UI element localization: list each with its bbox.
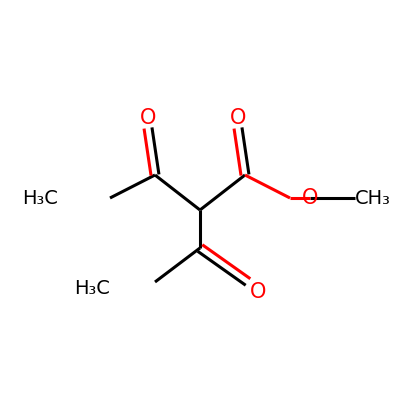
Text: O: O xyxy=(250,282,266,302)
Text: O: O xyxy=(140,108,156,128)
Text: CH₃: CH₃ xyxy=(355,188,391,208)
Text: H₃C: H₃C xyxy=(74,278,110,298)
Text: O: O xyxy=(230,108,246,128)
Text: H₃C: H₃C xyxy=(22,188,58,208)
Text: O: O xyxy=(302,188,318,208)
